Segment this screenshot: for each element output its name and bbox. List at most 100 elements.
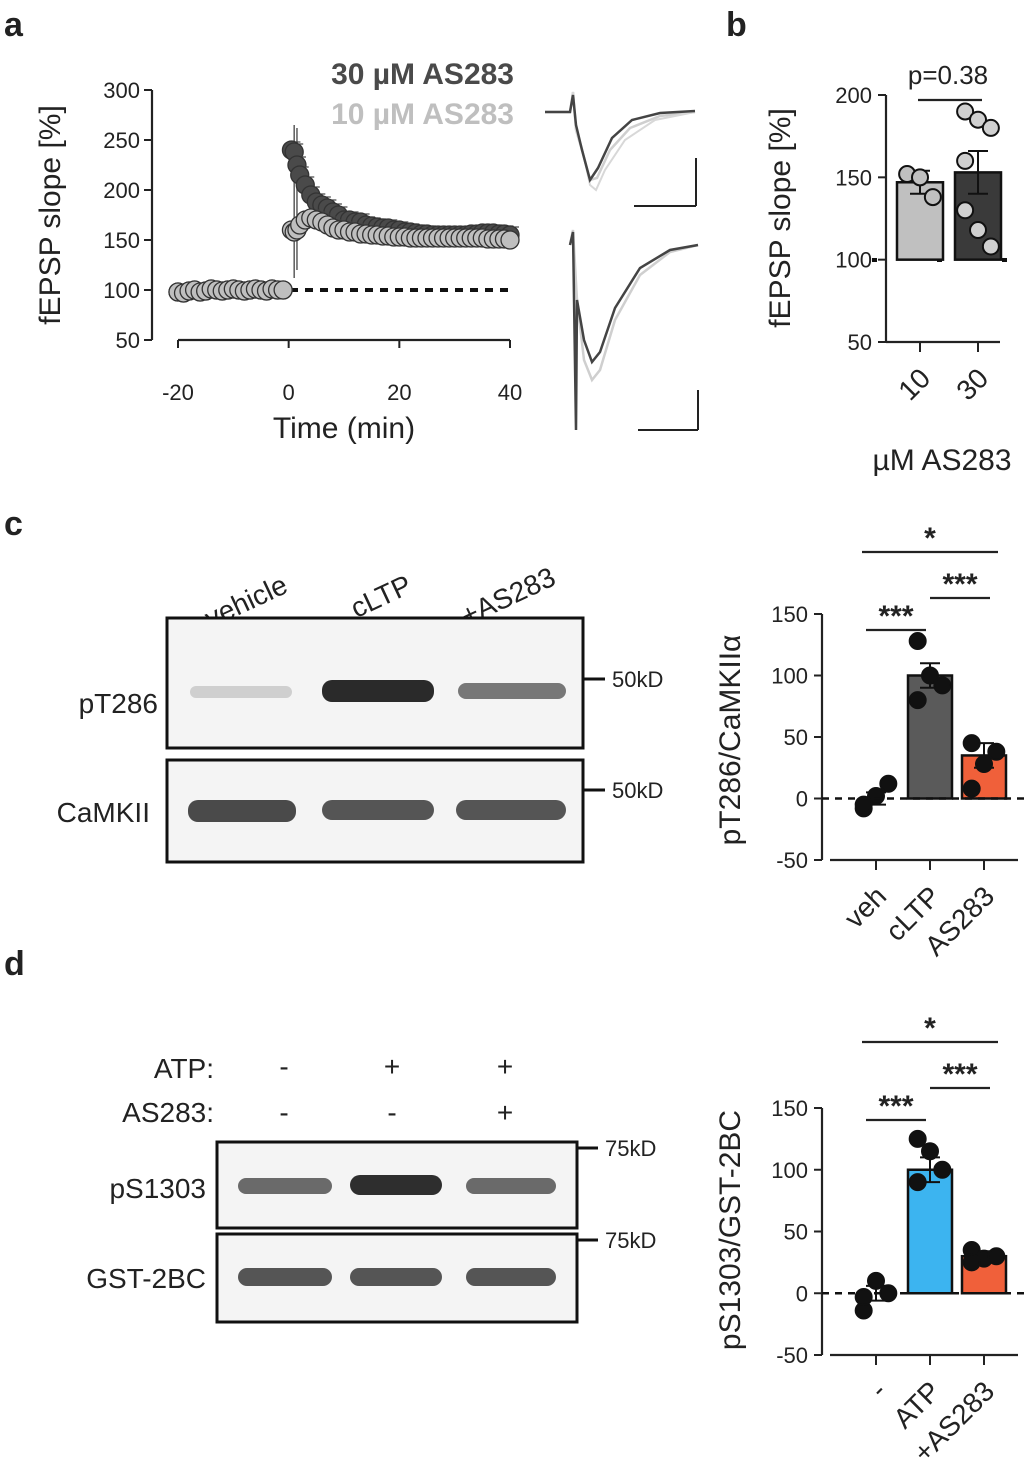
panel-b-y-tick-label-2: 150	[835, 165, 872, 190]
as283-lane-3: +	[497, 1097, 513, 1128]
panel-c-point-1-2	[933, 676, 952, 695]
panel-d-y-tick-label-1: 0	[796, 1281, 808, 1306]
panel-b-y-tick-label-0: 50	[848, 330, 872, 355]
panel-b-bars	[895, 102, 1003, 261]
row-label-atp: ATP:	[154, 1053, 214, 1084]
panel-b-y-label: fEPSP slope [%]	[764, 108, 797, 328]
panel-c-y-ticks: -50 0 50 100 150	[771, 602, 822, 873]
band-c-camkii-vehicle	[188, 800, 296, 822]
panel-c-y-label: pT286/CaMKIIα	[714, 635, 747, 846]
panel-d-sig-1: *	[924, 1012, 936, 1045]
panel-b-point-1-1	[969, 110, 987, 129]
panel-d-x-tick-label-0: -	[864, 1375, 893, 1404]
panel-b-point-1-3	[956, 151, 975, 170]
band-c-pt286-vehicle	[190, 686, 292, 698]
panel-a-legend-10: 10 µM AS283	[331, 98, 514, 131]
panel-a-x-tick-label-1: 0	[283, 380, 295, 405]
panel-c-y-tick-label-1: 0	[796, 787, 808, 812]
panel-d-y-tick-label-4: 150	[771, 1096, 808, 1121]
panel-b-point-0-1	[911, 168, 929, 187]
panel-b-y-tick-label-3: 200	[835, 83, 872, 108]
lane-label-cltp: cLTP	[346, 569, 416, 624]
panel-c-sig-3: ***	[878, 600, 913, 633]
panel-d-y-tick-label-2: 50	[784, 1220, 808, 1245]
panel-c-point-0-2	[879, 774, 898, 793]
band-d-ps1303-atp	[350, 1175, 442, 1195]
panel-b-x-ticks: 10 30	[892, 342, 994, 406]
band-label-camkii: CaMKII	[57, 797, 150, 828]
panel-c-bars	[822, 632, 1030, 818]
panel-d-point-1-0	[908, 1129, 927, 1148]
panel-a-x-tick-label-2: 20	[387, 380, 411, 405]
atp-lane-1: -	[279, 1051, 288, 1082]
panel-c-point-2-3	[962, 779, 981, 798]
panel-d-point-1-3	[908, 1173, 927, 1192]
trace-top-30uM	[545, 94, 696, 183]
atp-lane-3: +	[497, 1051, 513, 1082]
band-label-gst2bc: GST-2BC	[86, 1263, 206, 1294]
panel-label-c: c	[4, 505, 23, 543]
trace-bottom-30uM	[568, 231, 699, 431]
band-d-gst-atp	[350, 1268, 442, 1286]
panel-a-y-tick-label-1: 100	[103, 278, 140, 303]
band-label-pt286: pT286	[79, 688, 158, 719]
trace-top-10uM	[545, 91, 696, 182]
panel-b-point-1-6	[956, 201, 975, 220]
marker-d1: 75kD	[605, 1136, 656, 1161]
panel-b-y-tick-label-1: 100	[835, 248, 872, 273]
panel-a-x-label: Time (min)	[273, 412, 415, 445]
panel-a-point-s1-61	[500, 230, 520, 250]
panel-c-point-2-2	[987, 742, 1006, 761]
panel-c-y-tick-label-2: 50	[784, 725, 808, 750]
panel-c-point-1-0	[908, 632, 927, 651]
band-c-pt286-as283	[458, 683, 566, 699]
panel-label-b: b	[726, 6, 747, 44]
as283-lane-1: -	[279, 1097, 288, 1128]
panel-d-y-label: pS1303/GST-2BC	[714, 1110, 747, 1350]
band-c-camkii-as283	[456, 800, 566, 820]
panel-b-pvalue: p=0.38	[908, 60, 988, 90]
panel-a-point-s1-19	[273, 280, 293, 300]
panel-d-point-2-3	[962, 1253, 981, 1272]
panel-d-point-2-2	[987, 1247, 1006, 1266]
panel-c-y-tick-label-3: 100	[771, 664, 808, 689]
panel-a-y-tick-label-4: 250	[103, 128, 140, 153]
panel-a-y-label: fEPSP slope [%]	[34, 105, 67, 325]
panel-c-plot: -50 0 50 100 150 * *** *** pT286/CaMKIIα veh…	[714, 522, 1030, 962]
panel-b-x-tick-label-1: 30	[950, 362, 994, 406]
panel-b-point-1-2	[981, 118, 1000, 137]
panel-a-y-tick-label-2: 150	[103, 228, 140, 253]
panel-d-point-1-2	[933, 1160, 952, 1179]
panel-d-y-tick-label-3: 100	[771, 1158, 808, 1183]
panel-b-x-label: µM AS283	[872, 444, 1011, 477]
panel-c-point-0-1	[867, 787, 885, 806]
panel-d-y-tick-label-0: -50	[776, 1343, 808, 1368]
panel-d-point-0-1	[867, 1271, 885, 1290]
panel-a-points	[168, 125, 520, 303]
band-d-gst-as283	[466, 1268, 556, 1286]
panel-d-sig-2: ***	[942, 1058, 977, 1091]
panel-d-blot: ATP: AS283: - + + - - + pS1303 GST-2BC 7…	[86, 1051, 656, 1324]
panel-b-point-0-2	[923, 188, 942, 207]
band-d-gst-minus	[238, 1268, 332, 1286]
panel-d-plot: -50 0 50 100 150 * *** *** pS1303/GST-2BC -A…	[714, 1012, 1030, 1468]
band-c-camkii-cltp	[322, 800, 434, 820]
panel-label-d: d	[4, 945, 25, 983]
panel-d-point-0-3	[854, 1287, 873, 1306]
panel-c-point-1-3	[908, 691, 927, 710]
band-c-pt286-cltp	[322, 680, 434, 702]
trace-bottom-10uM	[568, 229, 699, 383]
panel-a-x-tick-label-0: -20	[162, 380, 194, 405]
panel-b-point-1-4	[969, 221, 987, 240]
panel-c-blot: vehicle cLTP +AS283 pT286 CaMKII 50kD 50…	[57, 561, 663, 864]
panel-d-bars	[822, 1129, 1030, 1320]
panel-a-plot: 50 100 150 200 250 300 -20 0 20 40 Time (min) fE…	[34, 58, 522, 445]
panel-d-point-1-1	[921, 1142, 939, 1161]
panel-a-traces	[545, 91, 699, 431]
panel-d-y-ticks: -50 0 50 100 150	[771, 1096, 822, 1368]
band-d-ps1303-as283	[466, 1178, 556, 1194]
panel-c-point-1-1	[921, 666, 939, 685]
